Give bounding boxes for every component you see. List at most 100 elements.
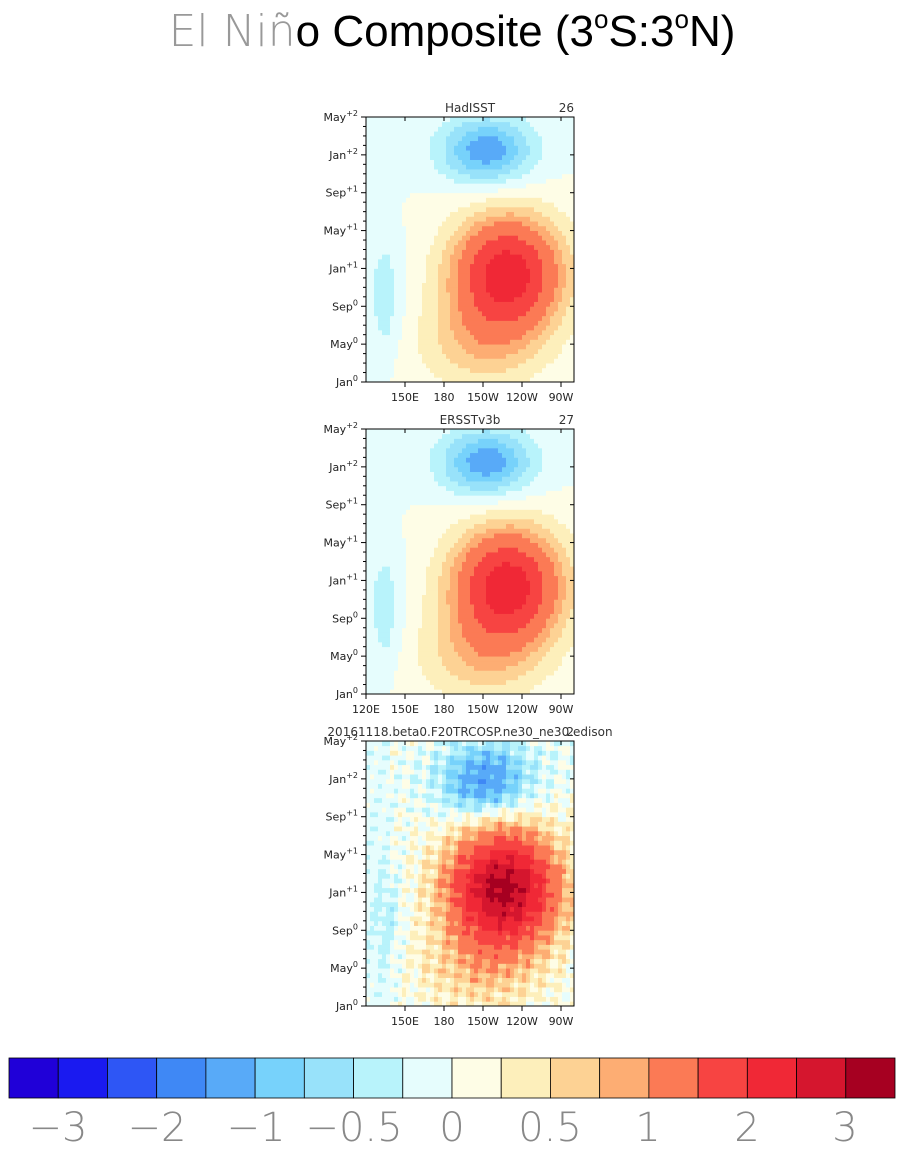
heatmap-cell — [382, 447, 387, 454]
heatmap-cell — [402, 311, 407, 317]
heatmap-cell — [502, 580, 507, 586]
heatmap-cell — [390, 675, 395, 681]
heatmap-cell — [430, 169, 435, 175]
heatmap-cell — [518, 315, 523, 321]
heatmap-cell — [446, 282, 451, 288]
heatmap-cell — [462, 514, 467, 520]
heatmap-cell — [406, 443, 411, 449]
heatmap-cell — [478, 263, 483, 269]
heatmap-cell — [410, 570, 415, 577]
heatmap-cell — [426, 542, 431, 548]
heatmap-cell — [370, 277, 375, 284]
heatmap-cell — [466, 339, 471, 345]
heatmap-cell — [566, 339, 571, 345]
heatmap-cell — [422, 187, 427, 194]
heatmap-cell — [450, 173, 455, 179]
heatmap-cell — [502, 173, 507, 179]
heatmap-cell — [554, 178, 559, 184]
heatmap-cell — [494, 183, 499, 189]
heatmap-cell — [394, 561, 399, 567]
heatmap-cell — [438, 618, 443, 624]
heatmap-cell — [402, 523, 407, 529]
heatmap-cell — [538, 311, 543, 317]
heatmap-cell — [478, 537, 483, 543]
heatmap-cell — [570, 235, 575, 241]
heatmap-cell — [534, 131, 539, 137]
heatmap-cell — [430, 344, 435, 350]
heatmap-cell — [434, 499, 439, 506]
heatmap-cell — [486, 623, 491, 629]
heatmap-cell — [514, 225, 519, 231]
heatmap-cell — [466, 353, 471, 359]
heatmap-cell — [478, 117, 483, 123]
heatmap-cell — [390, 447, 395, 454]
heatmap-cell — [518, 311, 523, 317]
heatmap-cell — [490, 221, 495, 227]
heatmap-cell — [450, 670, 455, 676]
heatmap-cell — [526, 197, 531, 203]
heatmap-cell — [402, 618, 407, 624]
heatmap-cell — [434, 377, 439, 383]
heatmap-cell — [422, 632, 427, 638]
heatmap-cell — [390, 367, 395, 373]
heatmap-cell — [454, 641, 459, 648]
heatmap-cell — [410, 296, 415, 302]
heatmap-cell — [470, 566, 475, 572]
heatmap-cell — [490, 675, 495, 681]
heatmap-cell — [522, 287, 527, 293]
heatmap-cell — [494, 263, 499, 269]
heatmap-cell — [498, 296, 503, 302]
heatmap-cell — [494, 561, 499, 567]
heatmap-cell — [426, 447, 431, 454]
heatmap-cell — [390, 329, 395, 336]
heatmap-cell — [414, 254, 419, 260]
heatmap-cell — [394, 164, 399, 170]
heatmap-cell — [474, 211, 479, 217]
heatmap-cell — [374, 225, 379, 231]
heatmap-cell — [562, 329, 567, 336]
heatmap-cell — [454, 126, 459, 132]
heatmap-cell — [378, 320, 383, 326]
heatmap-cell — [414, 154, 419, 160]
heatmap-cell — [410, 580, 415, 586]
heatmap-cell — [418, 173, 423, 179]
heatmap-cell — [434, 476, 439, 482]
heatmap-cell — [414, 353, 419, 359]
heatmap-cell — [454, 462, 459, 468]
heatmap-cell — [534, 202, 539, 208]
heatmap-cell — [418, 443, 423, 449]
heatmap-cell — [474, 462, 479, 468]
heatmap-cell — [462, 268, 467, 274]
heatmap-cell — [434, 287, 439, 293]
heatmap-cell — [410, 471, 415, 477]
heatmap-cell — [418, 145, 423, 151]
heatmap-cell — [482, 258, 487, 265]
heatmap-cell — [462, 561, 467, 567]
heatmap-cell — [398, 140, 403, 146]
heatmap-cell — [458, 187, 463, 194]
heatmap-cell — [546, 348, 551, 355]
heatmap-cell — [418, 660, 423, 667]
heatmap-cell — [430, 514, 435, 520]
heatmap-cell — [538, 292, 543, 298]
heatmap-cell — [378, 287, 383, 293]
heatmap-cell — [382, 372, 387, 378]
heatmap-cell — [530, 358, 535, 364]
heatmap-cell — [418, 627, 423, 633]
heatmap-cell — [410, 608, 415, 614]
heatmap-cell — [398, 202, 403, 208]
heatmap-cell — [382, 679, 387, 685]
heatmap-cell — [386, 159, 391, 165]
heatmap-cell — [414, 542, 419, 548]
heatmap-cell — [502, 675, 507, 681]
heatmap-cell — [530, 363, 535, 369]
heatmap-cell — [382, 675, 387, 681]
heatmap-cell — [378, 490, 383, 496]
heatmap-cell — [366, 589, 371, 596]
heatmap-cell — [498, 504, 503, 510]
heatmap-cell — [466, 131, 471, 137]
heatmap-cell — [434, 589, 439, 596]
heatmap-cell — [474, 178, 479, 184]
heatmap-cell — [482, 192, 487, 198]
heatmap-cell — [542, 164, 547, 170]
